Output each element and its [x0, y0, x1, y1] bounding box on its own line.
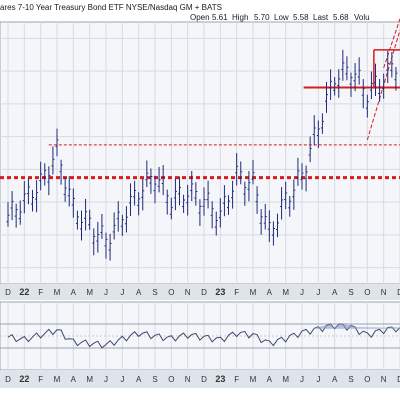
x-tick-label-lower: 23 — [215, 374, 225, 384]
x-tick-label-lower: D — [201, 375, 207, 384]
x-tick-label-lower: M — [282, 375, 289, 384]
x-tick-label-lower: F — [38, 375, 43, 384]
x-tick-label: D — [5, 288, 11, 297]
x-tick-label: S — [152, 288, 157, 297]
volume-label: Volu — [354, 13, 370, 22]
x-tick-label: N — [185, 288, 191, 297]
x-tick-label-lower: S — [152, 375, 157, 384]
x-tick-label-lower: O — [168, 375, 174, 384]
x-tick-label: A — [136, 288, 142, 297]
x-tick-label-lower: M — [86, 375, 93, 384]
x-tick-label-lower: M — [250, 375, 257, 384]
x-tick-label-lower: S — [348, 375, 353, 384]
x-tick-label-lower: N — [381, 375, 387, 384]
date-axis-band-lower — [0, 370, 400, 388]
x-tick-label: O — [168, 288, 174, 297]
price-panel — [0, 21, 400, 285]
x-tick-label: D — [201, 288, 207, 297]
x-tick-label: J — [316, 288, 320, 297]
ohlc-readout: Open 5.61 High 5.70 Low 5.58 Last 5.68 V… — [0, 13, 400, 22]
x-tick-label: A — [332, 288, 338, 297]
date-axis-band — [0, 284, 400, 300]
chart-header: ares 7-10 Year Treasury Bond ETF NYSE/Na… — [0, 0, 400, 22]
x-tick-label-lower: 22 — [19, 374, 29, 384]
indicator-overbought-fill — [314, 324, 400, 329]
last-label: Last — [313, 13, 329, 22]
x-tick-label: M — [250, 288, 257, 297]
x-tick-label: A — [267, 288, 273, 297]
x-tick-label-lower: J — [316, 375, 320, 384]
x-tick-label: M — [54, 288, 61, 297]
low-value: 5.58 — [293, 13, 309, 22]
price-bars — [6, 49, 398, 261]
high-value: 5.70 — [254, 13, 270, 22]
open-label: Open — [190, 13, 210, 22]
x-tick-label-lower: A — [136, 375, 142, 384]
exchange-label: NYSE/Nasdaq GM + BATS — [125, 3, 222, 12]
x-tick-label: N — [381, 288, 387, 297]
x-tick-label: S — [348, 288, 353, 297]
x-tick-label-lower: J — [120, 375, 124, 384]
x-tick-label: 22 — [19, 287, 29, 297]
x-tick-label-lower: O — [364, 375, 370, 384]
high-label: High — [232, 13, 249, 22]
open-value: 5.61 — [212, 13, 228, 22]
x-tick-label: F — [38, 288, 43, 297]
chart-title: ares 7-10 Year Treasury Bond ETF NYSE/Na… — [0, 3, 222, 12]
security-name: ares 7-10 Year Treasury Bond ETF — [0, 3, 124, 12]
low-label: Low — [274, 13, 289, 22]
x-tick-label: M — [282, 288, 289, 297]
x-tick-label-lower: J — [300, 375, 304, 384]
x-tick-label: J — [104, 288, 108, 297]
x-tick-label-lower: J — [104, 375, 108, 384]
x-tick-label-lower: A — [71, 375, 77, 384]
x-tick-label: 23 — [215, 287, 225, 297]
x-tick-label-lower: N — [185, 375, 191, 384]
x-tick-label: M — [86, 288, 93, 297]
x-tick-label-lower: M — [54, 375, 61, 384]
x-tick-label: A — [71, 288, 77, 297]
x-tick-label-lower: D — [397, 375, 400, 384]
x-tick-label-lower: D — [5, 375, 11, 384]
x-tick-label: O — [364, 288, 370, 297]
x-tick-label: J — [120, 288, 124, 297]
x-tick-label: J — [300, 288, 304, 297]
x-tick-label-lower: A — [267, 375, 273, 384]
trend-channel-upper — [383, 18, 400, 69]
x-tick-label: D — [397, 288, 400, 297]
x-tick-label: F — [234, 288, 239, 297]
x-tick-label-lower: F — [234, 375, 239, 384]
x-tick-label-lower: A — [332, 375, 338, 384]
last-value: 5.68 — [333, 13, 349, 22]
